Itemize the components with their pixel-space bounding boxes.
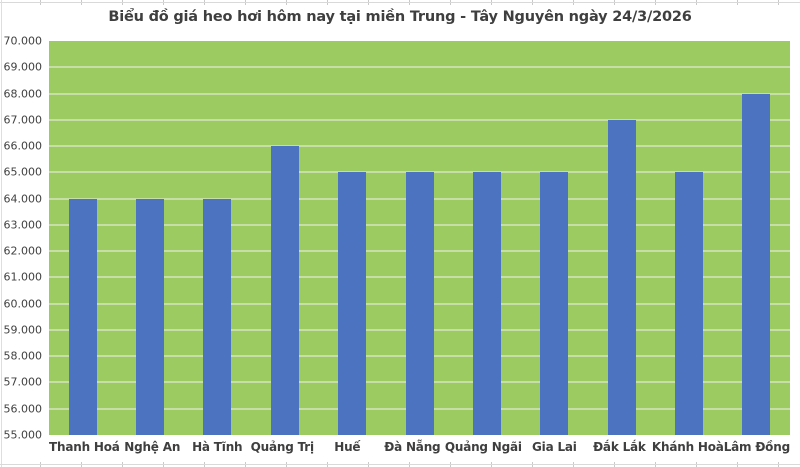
x-axis-category-label: Hà Tĩnh <box>192 440 243 454</box>
y-axis-tick-label: 55.000 <box>3 428 43 442</box>
y-axis-tick-label: 62.000 <box>3 244 43 258</box>
x-axis-category-label: Huế <box>334 440 361 454</box>
y-axis-tick-label: 68.000 <box>3 87 43 101</box>
chart-bar <box>405 172 434 435</box>
y-axis-tick-label: 70.000 <box>3 34 43 48</box>
x-axis-category-label: Gia Lai <box>532 440 577 454</box>
y-axis-tick-label: 64.000 <box>3 192 43 206</box>
x-axis-labels: Thanh Hoá Nghệ An Hà Tĩnh Quảng Trị Huế Đà Nẵ… <box>49 440 790 454</box>
chart-title: Biểu đồ giá heo hơi hôm nay tại miền Tru… <box>108 9 692 25</box>
spreadsheet-gridline-bottom <box>0 462 800 467</box>
x-axis-category-label: Quảng Ngãi <box>444 440 522 454</box>
chart-bar <box>338 172 367 435</box>
y-axis-tick-label: 58.000 <box>3 349 43 363</box>
chart-bar <box>674 172 703 435</box>
gridline <box>49 118 790 121</box>
x-axis-category-label: Lâm Đồng <box>723 440 790 454</box>
chart-bar <box>68 198 97 435</box>
chart-bar <box>607 119 636 435</box>
plot-area <box>49 41 790 435</box>
chart-bar <box>270 146 299 435</box>
y-axis-labels: 70.000 69.000 68.000 67.000 66.000 65.000 64.0… <box>0 35 43 442</box>
chart-bar <box>742 93 771 435</box>
y-axis-tick-label: 66.000 <box>3 139 43 153</box>
chart-bar <box>203 198 232 435</box>
chart-bar <box>540 172 569 435</box>
gridline <box>49 66 790 69</box>
x-axis-category-label: Quảng Trị <box>250 440 314 454</box>
spreadsheet-gridline-top <box>0 0 800 5</box>
y-axis-tick-label: 56.000 <box>3 402 43 416</box>
y-axis-tick-label: 65.000 <box>3 165 43 179</box>
x-axis-category-label: Thanh Hoá <box>49 440 120 454</box>
gridline <box>49 145 790 148</box>
chart-bar <box>472 172 501 435</box>
y-axis-tick-label: 57.000 <box>3 375 43 389</box>
x-axis-category-label: Đắk Lắk <box>593 440 646 454</box>
chart-bar <box>136 198 165 435</box>
y-axis-tick-label: 69.000 <box>3 60 43 74</box>
y-axis-tick-label: 67.000 <box>3 113 43 127</box>
x-axis-category-label: Nghệ An <box>124 440 181 454</box>
y-axis-tick-label: 61.000 <box>3 270 43 284</box>
x-axis-category-label: Đà Nẵng <box>384 440 441 454</box>
x-axis-category-label: Khánh Hoà <box>651 440 724 454</box>
y-axis-tick-label: 59.000 <box>3 323 43 337</box>
y-axis-tick-label: 63.000 <box>3 218 43 232</box>
y-axis-tick-label: 60.000 <box>3 297 43 311</box>
gridline <box>49 92 790 95</box>
